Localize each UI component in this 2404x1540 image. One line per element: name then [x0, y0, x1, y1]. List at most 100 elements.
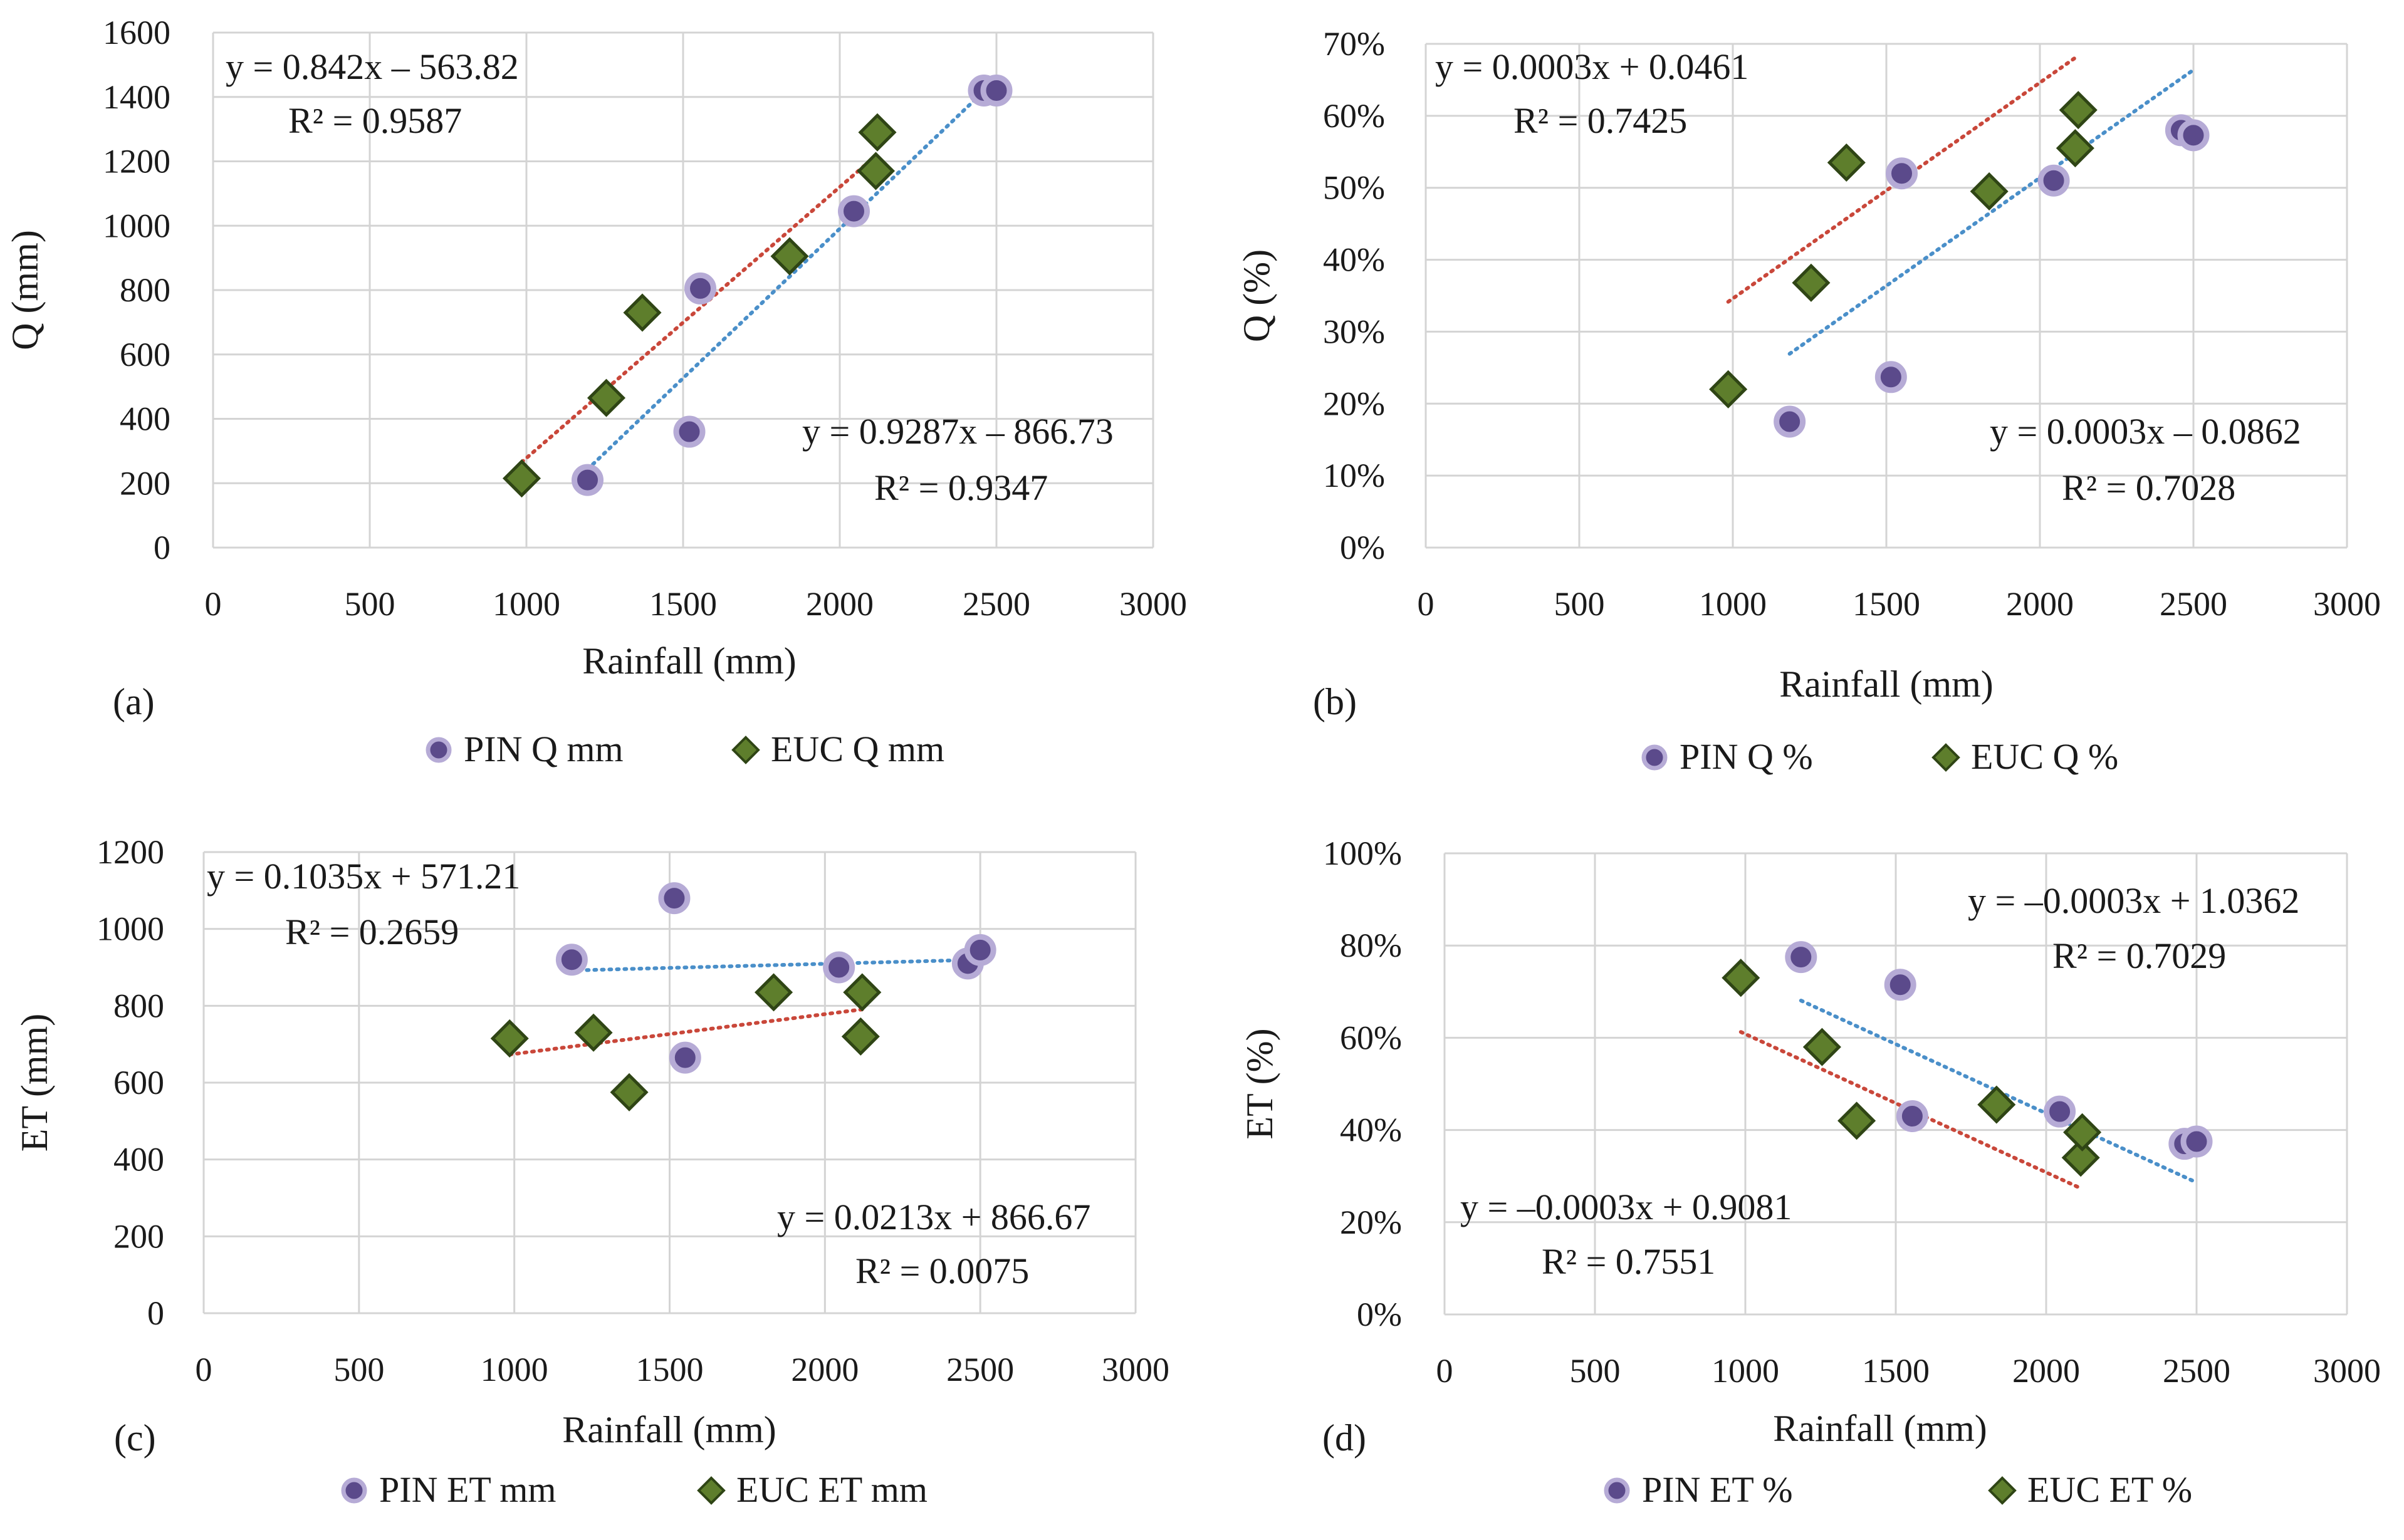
r-squared-label: R² = 0.9347 — [874, 467, 1048, 508]
pin-data-point — [1785, 941, 1817, 974]
euc-data-point — [1722, 959, 1760, 997]
euc-data-point — [1802, 1028, 1841, 1066]
legend-pin-marker — [1641, 744, 1668, 771]
euc-data-point — [1792, 263, 1831, 302]
y-tick-label: 60% — [1323, 97, 1385, 135]
pin-data-point — [2177, 119, 2210, 152]
x-axis-title: Rainfall (mm) — [562, 1409, 776, 1450]
pin-data-point — [1874, 361, 1907, 393]
y-tick-label: 100% — [1323, 835, 1402, 872]
x-tick-label: 1500 — [649, 585, 717, 623]
euc-data-point — [502, 459, 541, 498]
x-tick-label: 0 — [1436, 1352, 1453, 1390]
legend-euc-marker — [1931, 743, 1960, 772]
x-tick-label: 1500 — [636, 1351, 704, 1388]
euc-data-point — [2056, 129, 2094, 168]
euc-data-point — [2059, 91, 2098, 130]
chart-panel-4: 0% 20% 40% 60% 80% 100% 0 500 1000 1500 2000 2500 30… — [1239, 835, 2381, 1510]
y-tick-label: 1200 — [103, 143, 170, 180]
pin-data-point — [1886, 157, 1918, 190]
x-tick-label: 500 — [1570, 1352, 1621, 1390]
y-tick-label: 40% — [1340, 1111, 1402, 1149]
regression-equation: y = –0.0003x + 0.9081 — [1460, 1187, 1792, 1227]
x-tick-label: 500 — [1554, 585, 1605, 623]
x-tick-label: 3000 — [2313, 585, 2381, 623]
y-tick-label: 10% — [1323, 457, 1385, 494]
legend-entry: PIN ET mm — [379, 1469, 557, 1510]
euc-data-point — [1977, 1085, 2016, 1124]
x-tick-label: 2000 — [2012, 1352, 2080, 1390]
legend-pin-marker — [1604, 1477, 1630, 1504]
y-axis-title: Q (%) — [1236, 249, 1277, 342]
panel-label: (c) — [114, 1417, 156, 1459]
pin-trendline — [570, 957, 983, 972]
x-tick-label: 0 — [196, 1351, 212, 1388]
panel-label: (b) — [1313, 681, 1357, 722]
euc-data-point — [2063, 1113, 2102, 1152]
r-squared-label: R² = 0.9587 — [288, 100, 462, 141]
x-axis-title: Rainfall (mm) — [1779, 663, 1994, 705]
legend-entry: EUC ET % — [2027, 1469, 2192, 1510]
y-tick-label: 30% — [1323, 313, 1385, 350]
pin-data-point — [572, 464, 604, 496]
pin-data-point — [838, 195, 870, 227]
euc-data-point — [755, 973, 793, 1012]
euc-data-point — [2061, 1138, 2100, 1177]
x-tick-label: 2000 — [806, 585, 874, 623]
pin-data-point — [2044, 1095, 2076, 1128]
y-tick-label: 50% — [1323, 169, 1385, 207]
y-tick-label: 200 — [113, 1217, 164, 1255]
r-squared-label: R² = 0.7029 — [2052, 935, 2226, 976]
pin-data-point — [980, 74, 1013, 107]
x-tick-label: 500 — [345, 585, 395, 623]
x-tick-label: 0 — [205, 585, 222, 623]
r-squared-label: R² = 0.7028 — [2062, 467, 2235, 508]
pin-data-point — [2037, 164, 2070, 197]
y-tick-label: 1000 — [97, 910, 164, 948]
x-tick-label: 500 — [333, 1351, 384, 1388]
pin-trendline — [1787, 68, 2195, 356]
euc-data-point — [587, 378, 626, 417]
chart-panel-2: 0% 10% 20% 30% 40% 50% 60% 70% 0 500 1000 1500 2000 2… — [1236, 25, 2381, 777]
regression-equation: y = –0.0003x + 1.0362 — [1968, 880, 2299, 921]
y-tick-label: 80% — [1340, 927, 1402, 964]
pin-data-point — [2180, 1125, 2213, 1158]
y-tick-label: 400 — [120, 400, 170, 438]
y-tick-label: 20% — [1340, 1204, 1402, 1241]
panel-label: (d) — [1322, 1417, 1366, 1459]
r-squared-label: R² = 0.7425 — [1513, 100, 1687, 141]
euc-data-point — [610, 1073, 649, 1111]
pin-data-point — [673, 415, 706, 448]
euc-data-point — [574, 1013, 613, 1052]
x-tick-label: 1000 — [481, 1351, 548, 1388]
chart-panel-3: 0 200 400 600 800 1000 1200 0 500 1000 1500 2000 250… — [14, 833, 1169, 1510]
euc-data-point — [1970, 172, 2009, 211]
euc-data-point — [856, 152, 896, 190]
legend-pin-marker — [426, 737, 452, 763]
y-tick-label: 1400 — [103, 78, 170, 116]
y-axis-title: ET (%) — [1239, 1028, 1280, 1139]
legend-entry: EUC Q mm — [771, 729, 944, 769]
pin-data-point — [658, 882, 691, 915]
pin-data-point — [684, 272, 716, 304]
pin-data-point — [823, 951, 855, 984]
y-axis-title: ET (mm) — [14, 1014, 55, 1152]
x-tick-label: 0 — [1418, 585, 1435, 623]
x-tick-label: 1500 — [1862, 1352, 1930, 1390]
x-axis-title: Rainfall (mm) — [582, 640, 797, 682]
legend-euc-marker — [697, 1476, 726, 1505]
x-tick-label: 1000 — [1712, 1352, 1779, 1390]
regression-equation: y = 0.0003x + 0.0461 — [1435, 46, 1748, 87]
y-tick-label: 20% — [1323, 385, 1385, 422]
y-tick-label: 0% — [1357, 1296, 1402, 1333]
euc-data-point — [1837, 1101, 1876, 1140]
x-tick-label: 1000 — [493, 585, 560, 623]
y-tick-label: 200 — [120, 464, 170, 502]
x-tick-label: 1000 — [1699, 585, 1767, 623]
x-axis-title: Rainfall (mm) — [1773, 1408, 1987, 1449]
legend-euc-marker — [731, 736, 760, 764]
pin-data-point — [555, 944, 588, 976]
y-tick-label: 70% — [1323, 25, 1385, 63]
r-squared-label: R² = 0.7551 — [1542, 1241, 1715, 1282]
